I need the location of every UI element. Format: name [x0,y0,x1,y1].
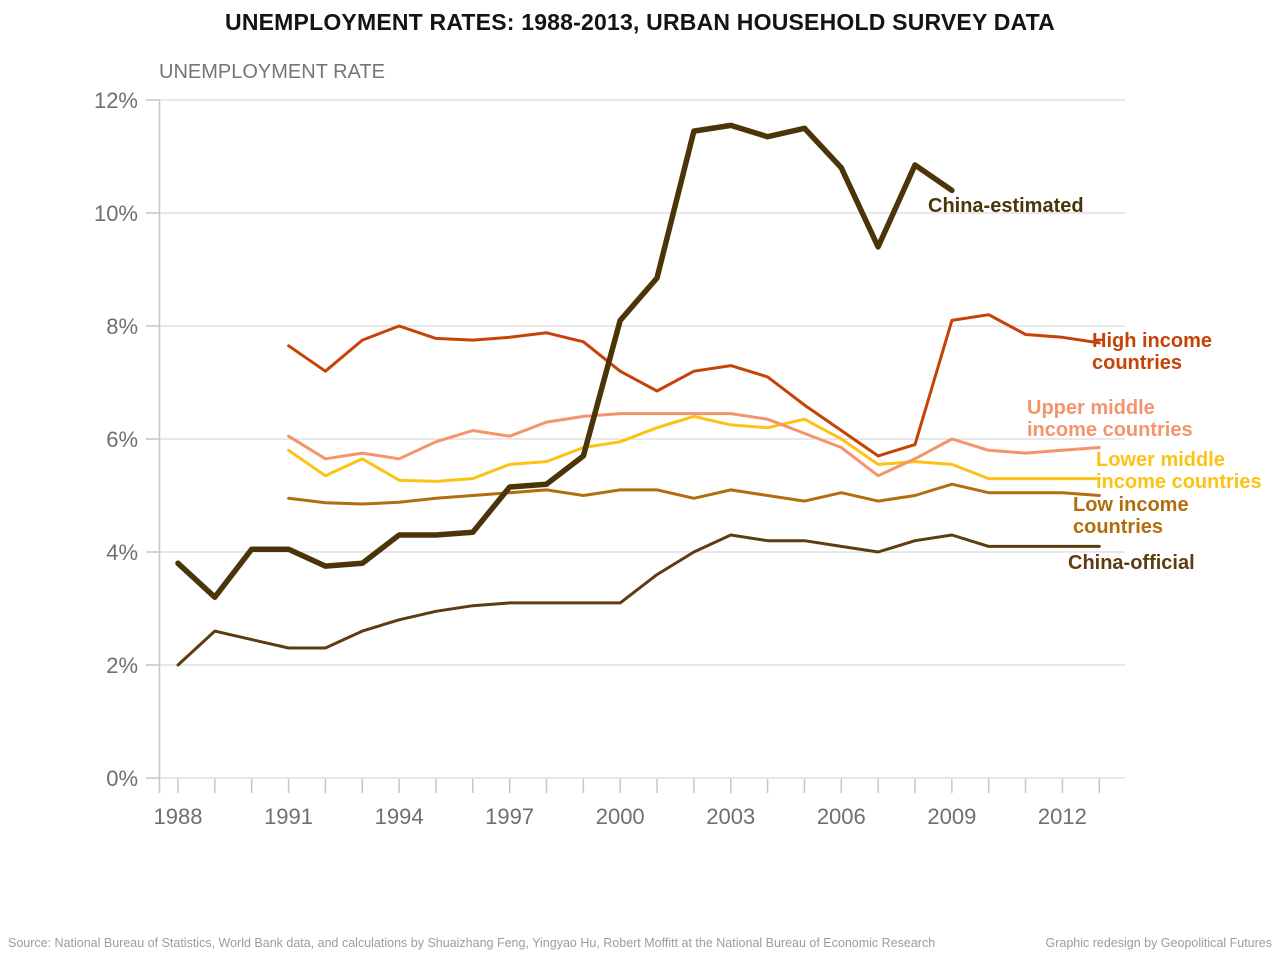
source-note: Source: National Bureau of Statistics, W… [8,936,936,950]
series-label-china-estimated: China-estimated [928,195,1084,217]
series-label-high-income: High income countries [1092,330,1213,375]
x-tick-label: 2012 [1038,804,1087,829]
x-tick-label: 2003 [706,804,755,829]
y-tick-label: 4% [106,540,138,565]
x-tick-label: 1997 [485,804,534,829]
series-line-china-estimated [175,122,955,600]
y-tick-label: 0% [106,766,138,791]
y-tick-label: 8% [106,314,138,339]
y-tick-label: 12% [94,88,138,113]
chart-title: UNEMPLOYMENT RATES: 1988-2013, URBAN HOU… [225,9,1055,35]
series-line-low-income [287,482,1101,506]
series-line-upper-middle [287,412,1101,478]
series-label-low-income: Low income countries [1073,494,1189,539]
series-label-lower-middle: Lower middle income countries [1096,449,1262,494]
x-tick-label: 1991 [264,804,313,829]
y-tick-label: 2% [106,653,138,678]
y-tick-label: 10% [94,201,138,226]
credit-note: Graphic redesign by Geopolitical Futures [1045,936,1272,950]
line-chart-plot-area: 0% 2% 4% 6% 8% 10% 12% 1988 1991 1994 1997 2000 2003… [94,88,1125,829]
y-tick-label: 6% [106,427,138,452]
series-line-lower-middle [287,414,1101,483]
y-axis-title: UNEMPLOYMENT RATE [159,61,385,83]
x-tick-label: 2009 [927,804,976,829]
x-tick-label: 2000 [596,804,645,829]
series-line-high-income [287,313,1101,458]
x-tick-label: 1988 [154,804,203,829]
series-label-upper-middle: Upper middle income countries [1027,397,1193,442]
series-line-china-official [176,533,1101,667]
x-tick-label: 1994 [375,804,424,829]
footer: Source: National Bureau of Statistics, W… [8,936,1272,950]
series-label-china-official: China-official [1068,552,1195,574]
x-tick-label: 2006 [817,804,866,829]
